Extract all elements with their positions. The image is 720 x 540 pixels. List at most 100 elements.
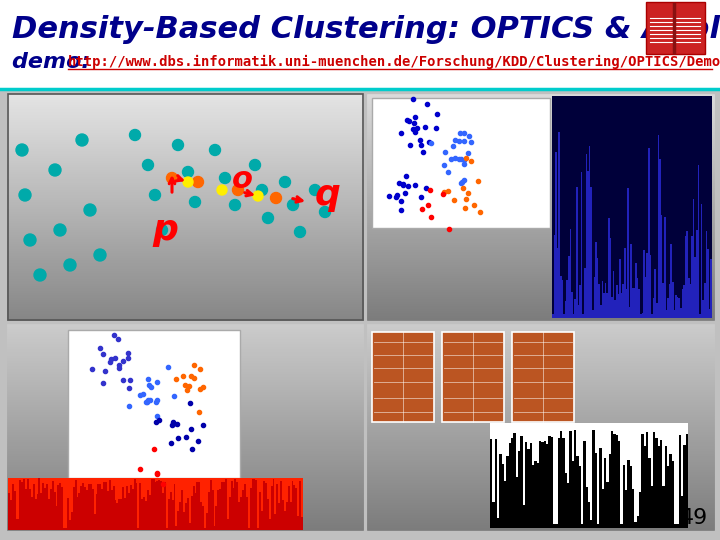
FancyBboxPatch shape (625, 423, 627, 490)
FancyBboxPatch shape (150, 478, 153, 480)
Text: o: o (232, 165, 253, 194)
FancyBboxPatch shape (76, 478, 78, 497)
FancyBboxPatch shape (590, 423, 593, 521)
FancyBboxPatch shape (174, 478, 176, 483)
FancyBboxPatch shape (187, 478, 189, 498)
FancyBboxPatch shape (58, 478, 59, 485)
FancyBboxPatch shape (261, 478, 263, 511)
FancyBboxPatch shape (703, 300, 704, 318)
FancyBboxPatch shape (614, 300, 616, 318)
FancyBboxPatch shape (29, 478, 31, 489)
FancyBboxPatch shape (604, 423, 606, 458)
FancyBboxPatch shape (250, 478, 251, 488)
Circle shape (54, 224, 66, 236)
Circle shape (320, 206, 330, 218)
FancyBboxPatch shape (105, 478, 107, 482)
FancyBboxPatch shape (295, 478, 297, 488)
FancyBboxPatch shape (120, 478, 122, 500)
FancyBboxPatch shape (122, 478, 124, 487)
FancyBboxPatch shape (88, 478, 90, 484)
FancyBboxPatch shape (253, 478, 256, 479)
FancyBboxPatch shape (688, 278, 690, 318)
FancyBboxPatch shape (50, 478, 52, 489)
FancyBboxPatch shape (256, 478, 257, 480)
FancyBboxPatch shape (181, 478, 183, 490)
FancyBboxPatch shape (609, 423, 611, 454)
FancyBboxPatch shape (585, 423, 588, 487)
Circle shape (150, 190, 161, 200)
Circle shape (310, 185, 320, 195)
FancyBboxPatch shape (8, 478, 10, 492)
FancyBboxPatch shape (512, 332, 574, 422)
FancyBboxPatch shape (568, 256, 570, 318)
FancyBboxPatch shape (177, 478, 179, 511)
FancyBboxPatch shape (661, 215, 662, 318)
Circle shape (217, 185, 227, 195)
FancyBboxPatch shape (648, 148, 649, 318)
Circle shape (253, 191, 263, 201)
FancyBboxPatch shape (670, 423, 672, 454)
FancyBboxPatch shape (536, 423, 539, 463)
Circle shape (256, 185, 268, 195)
FancyBboxPatch shape (202, 478, 204, 506)
FancyBboxPatch shape (210, 478, 212, 480)
FancyBboxPatch shape (656, 303, 657, 318)
FancyBboxPatch shape (636, 423, 639, 516)
FancyBboxPatch shape (527, 423, 530, 449)
FancyBboxPatch shape (669, 284, 670, 318)
FancyBboxPatch shape (593, 423, 595, 430)
FancyBboxPatch shape (289, 478, 292, 502)
FancyBboxPatch shape (581, 172, 582, 318)
FancyBboxPatch shape (657, 423, 660, 447)
FancyBboxPatch shape (642, 313, 643, 318)
Circle shape (250, 159, 261, 171)
FancyBboxPatch shape (532, 423, 534, 465)
FancyBboxPatch shape (613, 423, 616, 434)
FancyBboxPatch shape (643, 251, 645, 318)
FancyBboxPatch shape (653, 298, 654, 318)
FancyBboxPatch shape (657, 134, 660, 318)
FancyBboxPatch shape (236, 478, 238, 482)
FancyBboxPatch shape (636, 278, 639, 318)
Circle shape (49, 164, 61, 176)
FancyBboxPatch shape (544, 423, 546, 441)
FancyBboxPatch shape (61, 478, 63, 487)
FancyBboxPatch shape (179, 478, 181, 502)
FancyBboxPatch shape (597, 423, 600, 524)
FancyBboxPatch shape (603, 293, 605, 318)
FancyBboxPatch shape (690, 284, 691, 318)
FancyBboxPatch shape (573, 314, 575, 318)
FancyBboxPatch shape (647, 253, 648, 318)
FancyBboxPatch shape (696, 230, 698, 318)
Circle shape (183, 177, 193, 187)
Circle shape (156, 225, 168, 235)
FancyBboxPatch shape (534, 423, 536, 461)
FancyBboxPatch shape (621, 423, 623, 524)
FancyBboxPatch shape (578, 423, 581, 466)
Text: q: q (315, 178, 341, 212)
FancyBboxPatch shape (606, 293, 608, 318)
FancyBboxPatch shape (162, 478, 164, 492)
Circle shape (263, 213, 274, 224)
FancyBboxPatch shape (653, 423, 655, 432)
FancyBboxPatch shape (42, 478, 44, 483)
FancyBboxPatch shape (618, 423, 621, 441)
FancyBboxPatch shape (564, 423, 567, 472)
FancyBboxPatch shape (91, 478, 94, 489)
FancyBboxPatch shape (667, 298, 669, 318)
FancyBboxPatch shape (171, 478, 174, 501)
FancyBboxPatch shape (271, 478, 273, 485)
FancyBboxPatch shape (189, 478, 191, 523)
FancyBboxPatch shape (649, 255, 651, 318)
FancyBboxPatch shape (588, 423, 590, 502)
FancyBboxPatch shape (678, 299, 680, 318)
FancyBboxPatch shape (552, 96, 712, 318)
FancyBboxPatch shape (711, 259, 712, 318)
FancyBboxPatch shape (626, 289, 627, 318)
FancyBboxPatch shape (492, 423, 495, 502)
FancyBboxPatch shape (672, 282, 674, 318)
FancyBboxPatch shape (229, 478, 230, 497)
FancyBboxPatch shape (694, 256, 696, 318)
FancyBboxPatch shape (576, 423, 578, 456)
FancyBboxPatch shape (588, 172, 589, 318)
